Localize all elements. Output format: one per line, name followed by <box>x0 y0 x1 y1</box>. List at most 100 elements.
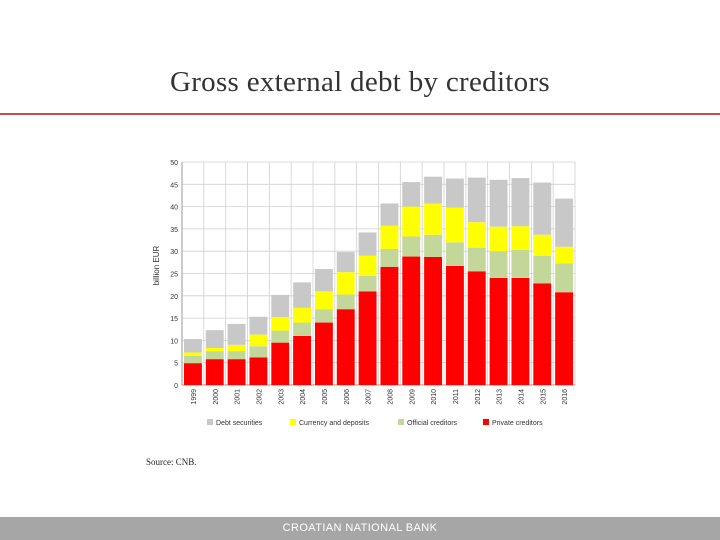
bar-currency-and-deposits <box>205 347 224 352</box>
bar-debt-securities <box>489 179 508 227</box>
bar-currency-and-deposits <box>314 291 333 310</box>
x-tick-label: 2011 <box>453 389 460 404</box>
bar-debt-securities <box>424 176 443 204</box>
bar-debt-securities <box>445 178 464 208</box>
y-tick-label: 10 <box>170 338 178 345</box>
legend-label: Currency and deposits <box>299 420 370 427</box>
bar-official-creditors <box>227 351 246 360</box>
bar-private-creditors <box>533 283 552 385</box>
bar-private-creditors <box>336 309 355 385</box>
bar-debt-securities <box>227 323 246 345</box>
x-tick-label: 2007 <box>366 389 373 405</box>
bar-official-creditors <box>249 346 268 358</box>
bar-private-creditors <box>445 265 464 385</box>
bar-private-creditors <box>183 363 202 385</box>
bar-debt-securities <box>358 232 377 256</box>
bar-official-creditors <box>555 263 574 293</box>
bar-official-creditors <box>336 294 355 310</box>
legend-swatch <box>483 419 489 425</box>
x-tick-label: 2005 <box>322 389 329 405</box>
y-tick-label: 30 <box>170 249 178 256</box>
bar-private-creditors <box>489 277 508 385</box>
y-tick-label: 0 <box>174 383 178 390</box>
bar-private-creditors <box>380 266 399 385</box>
legend-label: Debt securities <box>216 420 263 427</box>
bar-official-creditors <box>271 330 290 343</box>
x-tick-label: 1999 <box>191 389 198 405</box>
y-tick-label: 15 <box>170 316 178 323</box>
bar-currency-and-deposits <box>249 334 268 347</box>
bar-currency-and-deposits <box>380 225 399 249</box>
x-tick-label: 2001 <box>235 389 242 405</box>
legend-swatch <box>398 419 404 425</box>
bar-debt-securities <box>271 294 290 318</box>
bar-private-creditors <box>271 342 290 385</box>
x-tick-label: 2016 <box>562 389 569 405</box>
bar-private-creditors <box>358 291 377 385</box>
bar-official-creditors <box>205 351 224 360</box>
bar-official-creditors <box>314 309 333 323</box>
legend-label: Private creditors <box>492 420 543 427</box>
source-note: Source: CNB. <box>146 457 197 467</box>
bar-currency-and-deposits <box>467 222 486 248</box>
bar-debt-securities <box>511 178 530 227</box>
bar-debt-securities <box>183 339 202 353</box>
bar-debt-securities <box>555 198 574 247</box>
bar-debt-securities <box>249 316 268 335</box>
bar-debt-securities <box>380 203 399 226</box>
y-tick-label: 35 <box>170 227 178 234</box>
bar-currency-and-deposits <box>271 317 290 331</box>
bar-private-creditors <box>205 359 224 385</box>
x-tick-label: 2008 <box>387 389 394 405</box>
bar-currency-and-deposits <box>358 255 377 276</box>
footer-bar: CROATIAN NATIONAL BANK <box>0 517 720 540</box>
bar-debt-securities <box>314 269 333 292</box>
y-tick-label: 20 <box>170 294 178 301</box>
bar-private-creditors <box>424 256 443 385</box>
legend-swatch <box>290 419 296 425</box>
bar-official-creditors <box>511 249 530 278</box>
x-tick-label: 2009 <box>409 389 416 405</box>
bar-debt-securities <box>402 182 421 207</box>
bar-currency-and-deposits <box>424 203 443 235</box>
bar-currency-and-deposits <box>183 352 202 357</box>
y-tick-label: 50 <box>170 160 178 167</box>
bar-debt-securities <box>336 252 355 273</box>
x-tick-label: 2006 <box>344 389 351 405</box>
bar-private-creditors <box>314 322 333 385</box>
bar-official-creditors <box>533 255 552 284</box>
bar-official-creditors <box>183 356 202 364</box>
bar-currency-and-deposits <box>533 234 552 256</box>
bar-official-creditors <box>358 275 377 292</box>
legend-label: Official creditors <box>407 420 458 427</box>
y-tick-label: 40 <box>170 205 178 212</box>
title-divider <box>0 113 720 115</box>
footer-text: CROATIAN NATIONAL BANK <box>282 522 438 534</box>
x-tick-label: 2003 <box>278 389 285 405</box>
legend-swatch <box>207 419 213 425</box>
x-tick-label: 2013 <box>497 389 504 405</box>
bar-currency-and-deposits <box>555 246 574 264</box>
bar-private-creditors <box>293 335 312 385</box>
bar-debt-securities <box>467 177 486 223</box>
bar-currency-and-deposits <box>336 272 355 295</box>
bar-official-creditors <box>402 236 421 257</box>
bar-debt-securities <box>533 182 552 235</box>
x-tick-label: 2000 <box>213 389 220 405</box>
bar-official-creditors <box>467 247 486 272</box>
bar-debt-securities <box>205 330 224 348</box>
bar-private-creditors <box>227 359 246 385</box>
slide-title: Gross external debt by creditors <box>169 66 551 98</box>
bar-currency-and-deposits <box>227 344 246 352</box>
bar-private-creditors <box>511 277 530 385</box>
bar-currency-and-deposits <box>402 206 421 237</box>
x-tick-label: 2015 <box>540 389 547 405</box>
y-tick-label: 45 <box>170 182 178 189</box>
bar-private-creditors <box>467 271 486 385</box>
bar-official-creditors <box>489 251 508 278</box>
bar-official-creditors <box>424 234 443 257</box>
y-tick-label: 5 <box>174 361 178 368</box>
bar-private-creditors <box>402 256 421 385</box>
y-axis-label: billion EUR <box>152 245 161 285</box>
bar-currency-and-deposits <box>489 226 508 252</box>
